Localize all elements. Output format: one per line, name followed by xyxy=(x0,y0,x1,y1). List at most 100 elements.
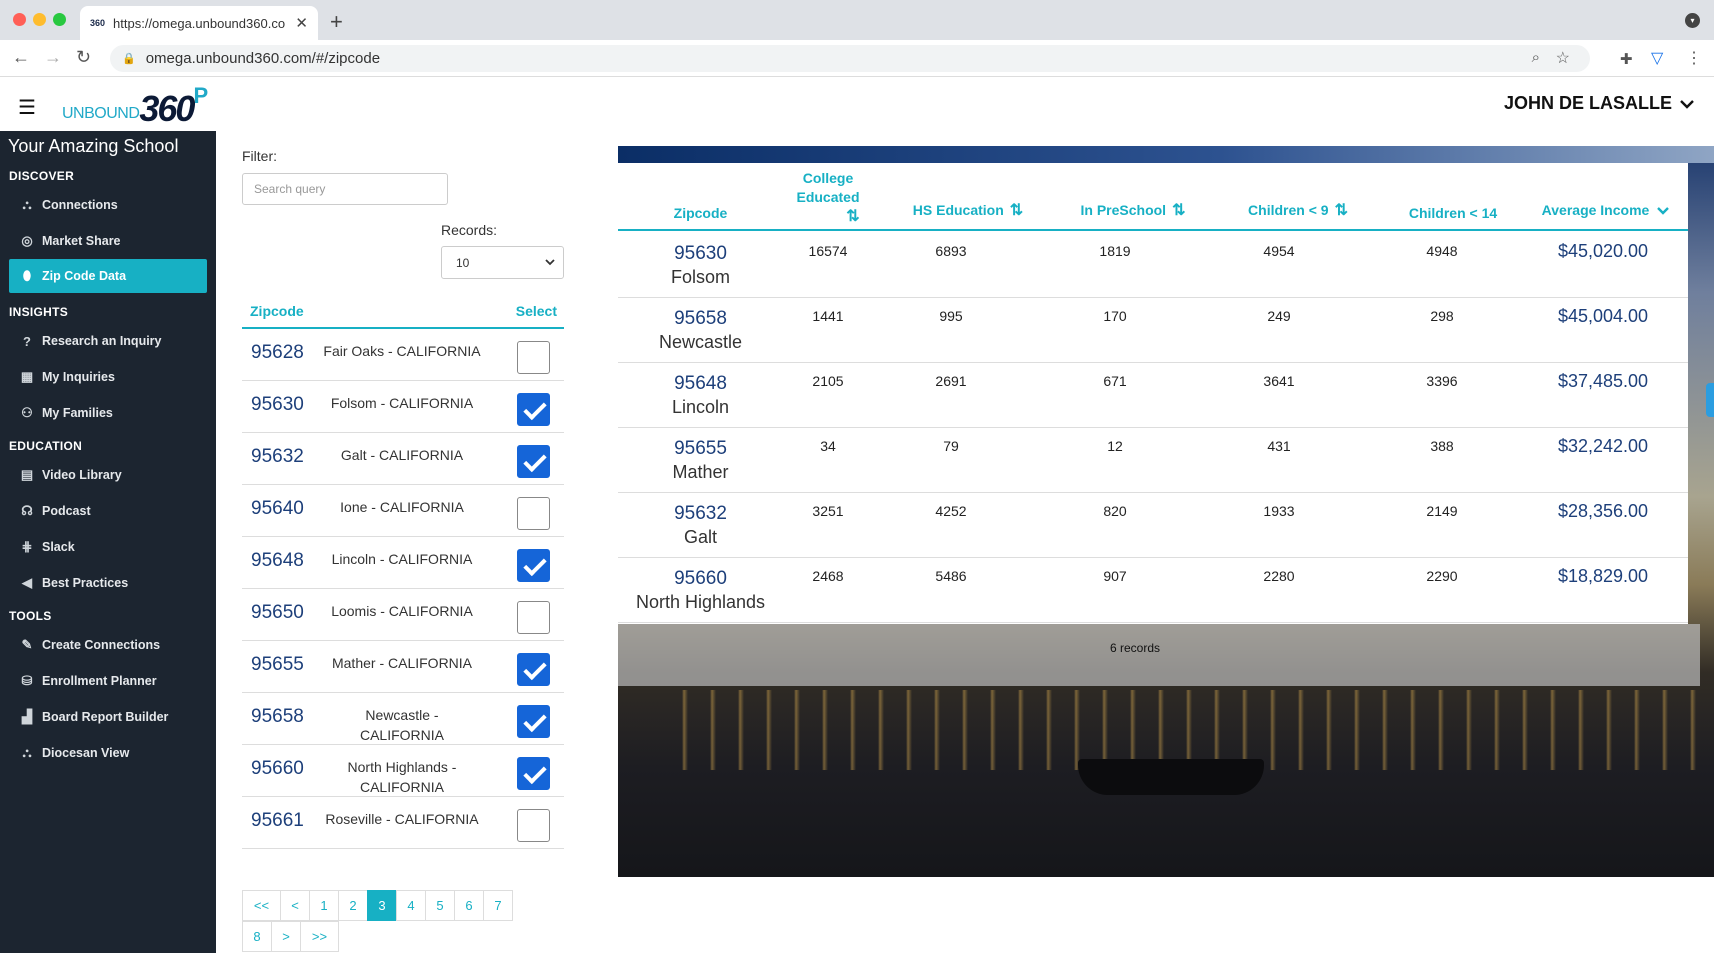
search-input[interactable] xyxy=(242,173,448,205)
zip-checkbox[interactable] xyxy=(517,601,550,634)
sort-icon[interactable]: ⇅ xyxy=(1172,202,1186,219)
sidebar-item-research-inquiry[interactable]: ? Research an Inquiry xyxy=(0,323,216,359)
sidebar-item-create-connections[interactable]: ✎ Create Connections xyxy=(0,627,216,663)
cell-preschool: 170 xyxy=(1103,308,1127,324)
row-city: Lincoln xyxy=(671,397,730,417)
zip-city: Newcastle - CALIFORNIA xyxy=(359,707,444,743)
sidebar-item-diocesan-view[interactable]: ⛬ Diocesan View xyxy=(0,735,216,771)
zip-checkbox[interactable] xyxy=(517,497,550,530)
zip-checkbox[interactable] xyxy=(517,393,550,426)
records-select[interactable]: 10 xyxy=(441,246,564,279)
user-menu[interactable]: JOHN DE LASALLE xyxy=(1504,93,1694,114)
reload-icon[interactable]: ↻ xyxy=(76,47,92,67)
page-button[interactable]: < xyxy=(280,890,310,921)
zip-checkbox[interactable] xyxy=(517,445,550,478)
new-tab-icon[interactable]: + xyxy=(330,9,343,34)
row-zip-link[interactable]: 95655 xyxy=(674,438,727,459)
zip-checkbox[interactable] xyxy=(517,705,550,738)
sidebar-item-podcast[interactable]: ☊ Podcast xyxy=(0,493,216,529)
zip-link[interactable]: 95655 xyxy=(251,654,304,675)
sidebar-item-slack[interactable]: ⋕ Slack xyxy=(0,529,216,565)
chevron-down-icon[interactable] xyxy=(1657,207,1670,215)
zip-link[interactable]: 95628 xyxy=(251,342,304,363)
zip-link[interactable]: 95661 xyxy=(251,810,304,831)
forward-icon[interactable]: → xyxy=(44,47,62,67)
logo-unbound-text: UNBOUND xyxy=(62,105,140,122)
zip-link[interactable]: 95640 xyxy=(251,498,304,519)
page-button[interactable]: > xyxy=(271,921,301,952)
row-zip-link[interactable]: 95648 xyxy=(674,373,727,394)
star-icon[interactable]: ☆ xyxy=(1555,50,1570,67)
sidebar-item-board-report-builder[interactable]: ▟ Board Report Builder xyxy=(0,699,216,735)
sidebar-item-market-share[interactable]: ◎ Market Share xyxy=(0,223,216,259)
sidebar-item-zip-code-data[interactable]: ⬮ Zip Code Data xyxy=(9,259,207,293)
zip-link[interactable]: 95648 xyxy=(251,550,304,571)
row-zip-link[interactable]: 95632 xyxy=(674,503,727,524)
header-zipcode[interactable]: Zipcode xyxy=(250,303,304,319)
url-bar[interactable]: 🔒 omega.unbound360.com/#/zipcode ⌕ ☆ xyxy=(110,45,1590,72)
window-close-button[interactable] xyxy=(13,13,26,26)
sidebar-item-label: Podcast xyxy=(42,504,91,518)
row-zip-link[interactable]: 95658 xyxy=(674,308,727,329)
sidebar-item-best-practices[interactable]: ◀ Best Practices xyxy=(0,565,216,601)
tab-close-icon[interactable]: ✕ xyxy=(295,15,308,32)
browser-tab[interactable]: 360 https://omega.unbound360.co ✕ xyxy=(80,6,318,40)
row-zip-link[interactable]: 95630 xyxy=(674,243,727,264)
header-in-preschool[interactable]: In PreSchool ⇅ xyxy=(1053,201,1213,220)
vpn-icon[interactable]: ▽ xyxy=(1651,50,1664,67)
sidebar-item-label: Diocesan View xyxy=(42,746,130,760)
page-button[interactable]: 8 xyxy=(242,921,272,952)
sidebar-item-my-families[interactable]: ⚇ My Families xyxy=(0,395,216,431)
table-row: 95630 Folsom 16574 6893 1819 4954 4948 $45,020.… xyxy=(618,233,1688,298)
row-zip-link[interactable]: 95660 xyxy=(674,568,727,589)
sort-icon[interactable]: ⇅ xyxy=(1009,202,1024,219)
page-button[interactable]: 7 xyxy=(483,890,513,921)
zip-checkbox[interactable] xyxy=(517,653,550,686)
page-button[interactable]: << xyxy=(242,890,281,921)
page-button[interactable]: 4 xyxy=(396,890,426,921)
sidebar-item-enrollment-planner[interactable]: ⛁ Enrollment Planner xyxy=(0,663,216,699)
back-icon[interactable]: ← xyxy=(12,47,30,67)
window-minimize-button[interactable] xyxy=(33,13,46,26)
zip-link[interactable]: 95658 xyxy=(251,706,304,727)
extensions-icon[interactable]: ✚ xyxy=(1620,51,1633,68)
row-city: Mather xyxy=(672,462,729,482)
header-hs-education[interactable]: HS Education ⇅ xyxy=(888,201,1048,220)
users-icon: ⚇ xyxy=(21,405,33,420)
side-scroll-handle[interactable] xyxy=(1706,383,1714,417)
zip-link[interactable]: 95650 xyxy=(251,602,304,623)
zip-link[interactable]: 95632 xyxy=(251,446,304,467)
zoom-icon[interactable]: ⌕ xyxy=(1531,49,1540,66)
header-children-9[interactable]: Children < 9 ⇅ xyxy=(1218,201,1378,220)
tab-search-icon[interactable]: ▾ xyxy=(1685,13,1700,28)
page-button[interactable]: 3 xyxy=(367,890,397,921)
zip-checkbox[interactable] xyxy=(517,341,550,374)
sidebar-item-video-library[interactable]: ▤ Video Library xyxy=(0,457,216,493)
sort-icon[interactable]: ⇅ xyxy=(1334,202,1348,219)
sort-icon[interactable]: ⇅ xyxy=(846,208,860,225)
page-button[interactable]: 6 xyxy=(454,890,484,921)
cell-children14: 3396 xyxy=(1426,373,1458,389)
kebab-icon[interactable]: ⋮ xyxy=(1686,50,1702,67)
zip-checkbox[interactable] xyxy=(517,757,550,790)
cell-hs: 6893 xyxy=(935,243,967,259)
header-college-educated[interactable]: College Educated ⇅ xyxy=(773,169,883,226)
page-button[interactable]: 1 xyxy=(309,890,339,921)
zip-link[interactable]: 95660 xyxy=(251,758,304,779)
zip-link[interactable]: 95630 xyxy=(251,394,304,415)
header-children-14[interactable]: Children < 14 xyxy=(1383,204,1523,223)
sidebar-item-connections[interactable]: ⛬ Connections xyxy=(0,187,216,223)
window-maximize-button[interactable] xyxy=(53,13,66,26)
zip-checkbox[interactable] xyxy=(517,549,550,582)
hamburger-menu-icon[interactable]: ☰ xyxy=(18,97,36,119)
sidebar-item-my-inquiries[interactable]: ▦ My Inquiries xyxy=(0,359,216,395)
page-button[interactable]: 2 xyxy=(338,890,368,921)
header-zipcode[interactable]: Zipcode xyxy=(618,204,783,223)
zip-list-row: 95661 Roseville - CALIFORNIA xyxy=(242,797,564,849)
page-button[interactable]: 5 xyxy=(425,890,455,921)
page-button[interactable]: >> xyxy=(300,921,339,952)
chevron-down-icon xyxy=(1680,99,1694,109)
zip-checkbox[interactable] xyxy=(517,809,550,842)
header-average-income[interactable]: Average Income xyxy=(1523,201,1688,220)
unbound360-logo[interactable]: UNBOUND 360 P xyxy=(62,83,208,127)
